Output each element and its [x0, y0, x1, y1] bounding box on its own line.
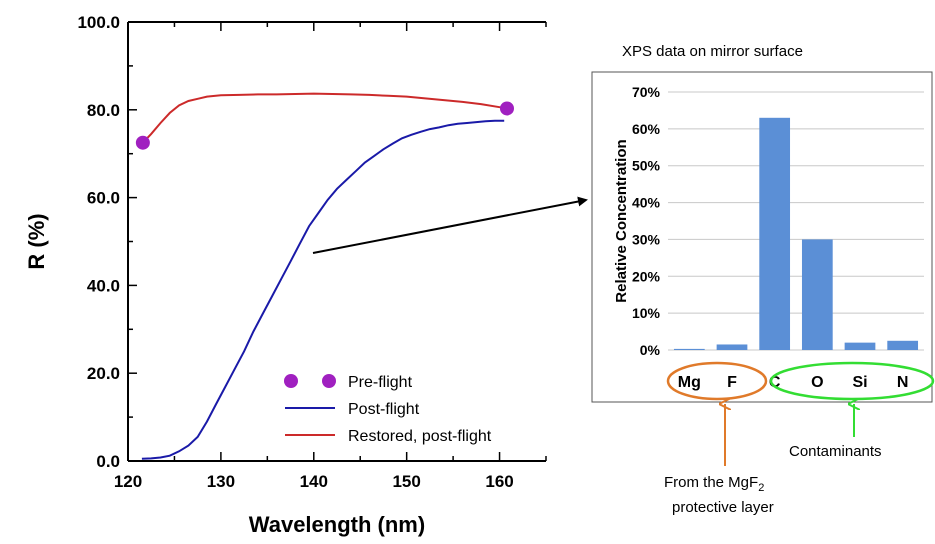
xps-y-tick-label: 50%	[632, 158, 661, 174]
mgf2-annotation-line2: protective layer	[672, 499, 774, 516]
legend-marker	[284, 374, 298, 388]
x-tick-label: 130	[207, 472, 235, 491]
xps-category-label: F	[727, 374, 737, 391]
xps-bar-si	[844, 342, 876, 350]
x-tick-label: 160	[485, 472, 513, 491]
mgf2-annotation-main: From the MgF	[664, 474, 758, 491]
xps-bar-mg	[673, 348, 705, 350]
xps-bar-o	[801, 239, 833, 350]
post-flight-line	[141, 119, 505, 460]
pointer-arrow	[312, 196, 588, 254]
xps-y-tick-label: 60%	[632, 121, 661, 137]
reflectance-series	[135, 92, 514, 460]
xps-category-label: Mg	[678, 374, 701, 391]
x-axis-title: Wavelength (nm)	[249, 512, 425, 537]
legend-marker	[322, 374, 336, 388]
legend-label: Post-flight	[348, 401, 420, 418]
legend-label: Pre-flight	[348, 374, 413, 391]
xps-category-label: N	[897, 374, 909, 391]
y-tick-label: 60.0	[87, 189, 120, 208]
xps-y-tick-label: 10%	[632, 305, 661, 321]
xps-bar-n	[887, 340, 919, 350]
y-tick-label: 0.0	[96, 452, 120, 471]
x-tick-label: 150	[392, 472, 420, 491]
xps-y-tick-labels: 0% 10% 20% 30% 40% 50% 60% 70%	[632, 84, 661, 358]
y-tick-label: 100.0	[77, 13, 120, 32]
left-axis-ticks	[127, 21, 547, 462]
legend-label: Restored, post-flight	[348, 428, 492, 445]
pre-flight-point	[499, 101, 514, 116]
xps-chart-title: XPS data on mirror surface	[622, 43, 803, 60]
pre-flight-point	[135, 135, 150, 150]
y-axis-title: R (%)	[24, 213, 49, 269]
xps-y-tick-label: 30%	[632, 231, 661, 247]
xps-bar-f	[716, 344, 748, 350]
y-tick-label: 20.0	[87, 364, 120, 383]
xps-category-label: Si	[852, 374, 867, 391]
xps-category-label: O	[811, 374, 823, 391]
xps-y-tick-label: 20%	[632, 268, 661, 284]
xps-y-tick-label: 0%	[640, 342, 661, 358]
mgf2-annotation-subscript: 2	[758, 482, 764, 494]
restored-post-flight-line	[142, 92, 508, 144]
xps-chart: XPS data on mirror surface 0% 10% 20% 30% 40…	[591, 43, 933, 403]
xps-y-axis-title: Relative Concentration	[613, 139, 630, 302]
y-tick-label: 80.0	[87, 101, 120, 120]
legend: Pre-flight Post-flight Restored, post-flig…	[284, 374, 492, 445]
xps-gridlines	[668, 91, 924, 351]
xps-bar-c	[759, 117, 791, 350]
contaminants-annotation: Contaminants	[789, 443, 882, 460]
xps-y-tick-label: 40%	[632, 195, 661, 211]
mgf2-annotation: From the MgF2	[664, 474, 764, 494]
mgf2-group-ellipse	[666, 361, 768, 401]
reflectance-chart: 120 130 140 150 1600.020.040.060.080.0100.0 …	[24, 13, 547, 537]
xps-bars	[673, 117, 919, 350]
xps-category-labels: Mg F C O Si N	[678, 374, 909, 391]
x-tick-label: 140	[300, 472, 328, 491]
left-tick-labels: 120 130 140 150 160 0.0 20.0 40.0 60.0 80.0 100.0	[77, 13, 513, 491]
x-tick-label: 120	[114, 472, 142, 491]
xps-y-tick-label: 70%	[632, 84, 661, 100]
y-tick-label: 40.0	[87, 276, 120, 295]
